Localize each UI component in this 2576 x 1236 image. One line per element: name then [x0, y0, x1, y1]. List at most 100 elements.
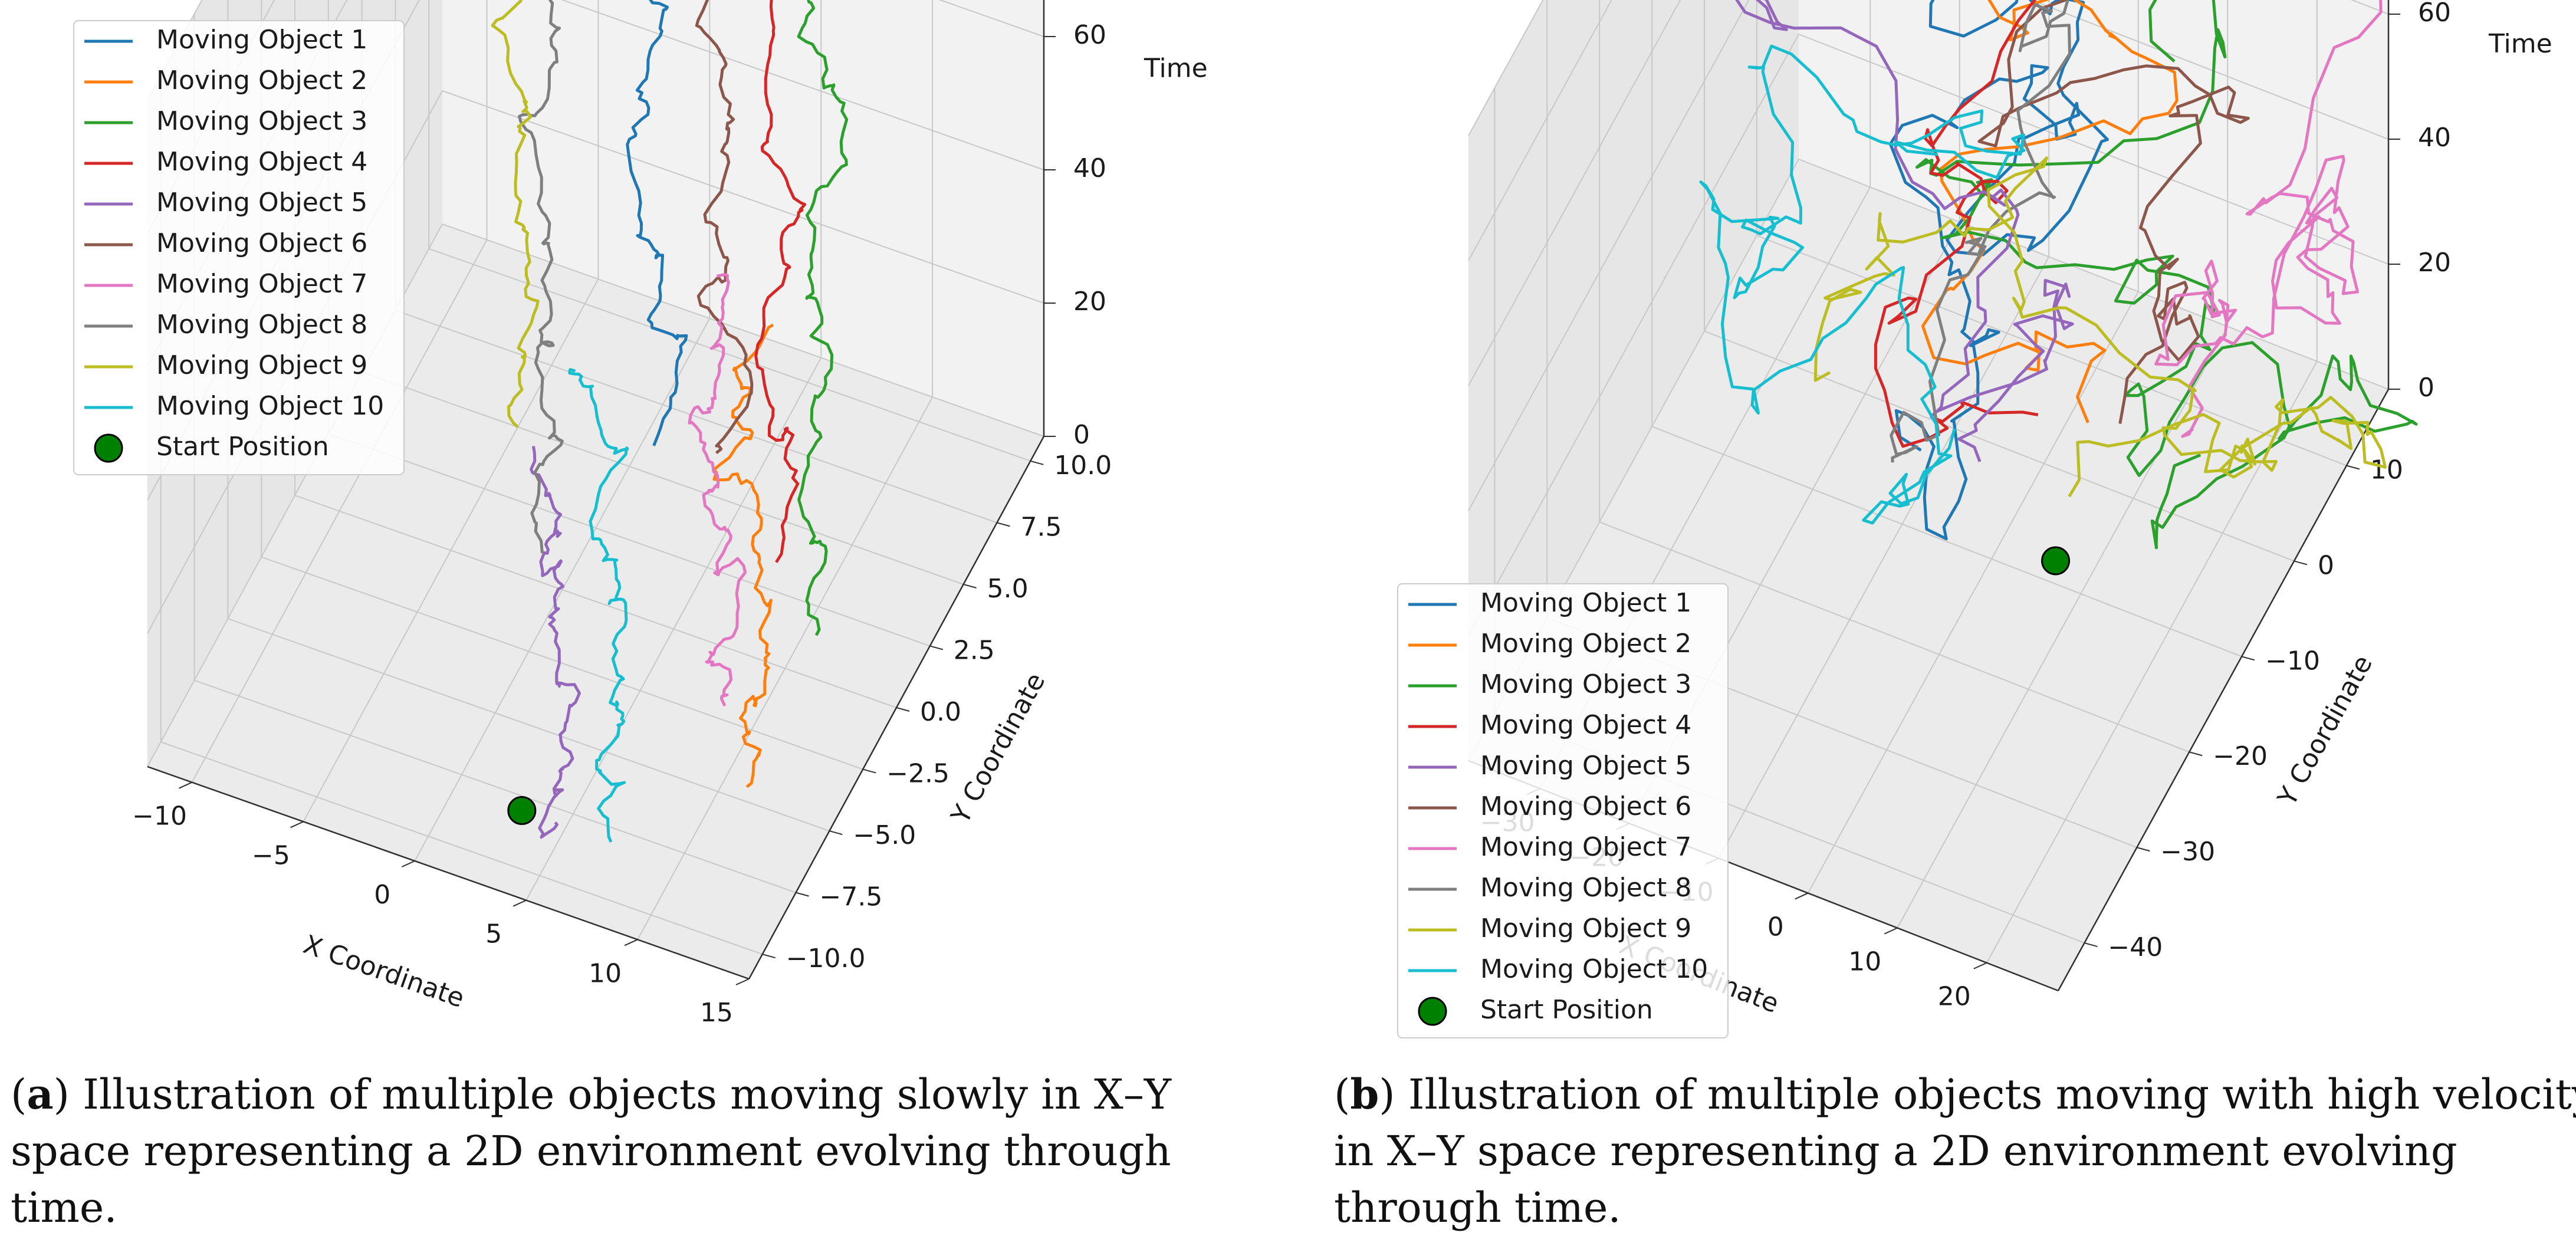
y-tick-label: 5.0: [987, 574, 1029, 604]
gridline-y: [362, 371, 964, 585]
trajectory-3: [797, 0, 849, 636]
x-tick-mark: [401, 860, 415, 867]
y-tick-mark: [997, 522, 1010, 527]
gridline-x: [1718, 256, 2050, 859]
gridline-z: [442, 223, 1044, 437]
trajectory-8: [518, 0, 564, 554]
gridline-z: [1798, 34, 2389, 265]
y-tick-mark: [829, 830, 843, 836]
gridline-z: [442, 90, 1044, 304]
gridline-z: [1798, 159, 2389, 390]
gridline-y: [228, 618, 830, 832]
gridline-y: [294, 495, 897, 708]
y-tick-mark: [2241, 656, 2255, 661]
y-tick-label: −30: [2160, 837, 2215, 867]
y-tick-label: 10.0: [1054, 451, 1112, 481]
z-tick-label: 40: [2418, 123, 2451, 153]
y-tick-mark: [2294, 560, 2308, 566]
caption-a: (a) Illustration of multiple objects mov…: [11, 1070, 1172, 1232]
y-tick-mark: [2189, 751, 2203, 757]
y-tick-mark: [862, 768, 876, 774]
legend-label: Start Position: [1480, 995, 1653, 1025]
y-axis-line: [2057, 389, 2390, 991]
y-tick-label: 10: [2370, 455, 2403, 485]
x-axis-line: [147, 765, 750, 980]
trajectory-5: [1735, 0, 2074, 462]
y-tick-label: −5.0: [853, 820, 916, 850]
gridline-y: [1704, 330, 2295, 562]
x-tick-mark: [1884, 927, 1898, 935]
x-tick-label: −10: [132, 801, 187, 831]
y-tick-label: −10.0: [786, 944, 866, 974]
trajectory-10: [1699, 44, 2026, 525]
y-tick-mark: [1030, 460, 1044, 465]
y-tick-label: −40: [2108, 932, 2163, 962]
legend-label: Moving Object 10: [156, 391, 384, 421]
back-pane: [442, 0, 1044, 436]
legend-label: Moving Object 2: [156, 65, 367, 96]
trajectory-5: [530, 446, 581, 839]
x-tick-mark: [1795, 892, 1809, 900]
start-position-marker: [507, 796, 537, 826]
z-axis-label: Time: [1144, 54, 1208, 84]
z-tick-label: 20: [1073, 287, 1106, 317]
legend-label: Moving Object 4: [156, 147, 367, 177]
legend-a: Moving Object 1 Moving Object 2 Moving Obj…: [73, 20, 405, 475]
legend-label: Moving Object 8: [1480, 873, 1691, 903]
back-pane: [1799, 0, 2388, 389]
z-tick-label: 40: [1073, 153, 1106, 183]
caption-a-label: a: [27, 1070, 54, 1119]
y-tick-label: 7.5: [1021, 512, 1062, 542]
z-tick-label: 60: [2418, 0, 2451, 28]
chart-b: −30−20−1001020−40−30−20−1001002040608010…: [1397, 0, 2552, 1038]
y-tick-label: 0.0: [920, 697, 961, 727]
z-tick-label: 20: [2418, 248, 2451, 278]
trajectory-6: [1977, 0, 2250, 424]
caption-b: (b) Illustration of multiple objects mov…: [1334, 1066, 2576, 1236]
x-tick-label: 5: [485, 919, 502, 949]
legend-label: Moving Object 1: [1480, 588, 1691, 618]
y-tick-label: −7.5: [820, 882, 883, 912]
x-tick-mark: [735, 978, 750, 985]
gridline-z: [938, 0, 1044, 37]
legend-label: Moving Object 9: [156, 350, 367, 380]
y-tick-label: −10: [2265, 646, 2320, 676]
trajectory-4: [754, 0, 806, 563]
y-tick-label: 2.5: [954, 636, 995, 666]
z-tick-label: 60: [1073, 20, 1106, 50]
caption-b-label: b: [1350, 1070, 1379, 1119]
gridline-z: [2030, 0, 2389, 140]
y-tick-mark: [796, 892, 809, 897]
legend-box: [1397, 583, 1729, 1038]
y-tick-mark: [929, 645, 944, 650]
gridline-z: [1468, 0, 1544, 136]
gridline-z: [1468, 34, 1799, 636]
z-tick-label: 0: [1073, 420, 1090, 450]
gridline-y: [1756, 235, 2347, 466]
trajectory-2: [712, 323, 774, 788]
figure-panels: −10 −5 0 5 10 15 −10.0 −7.5 −5.0 −2.5 0.0 2.5 5.0 7.5…: [73, 0, 2552, 1038]
side-pane: [1468, 0, 1799, 761]
gridline-y: [1651, 426, 2242, 658]
trajectory-8: [1890, 0, 2071, 463]
caption-a-text: Illustration of multiple objects moving …: [11, 1070, 1172, 1232]
z-tick-label: 0: [2418, 373, 2434, 403]
legend-label: Moving Object 4: [1480, 710, 1691, 740]
x-tick-mark: [512, 899, 527, 907]
gridline-y: [194, 679, 796, 893]
x-tick-mark: [1973, 962, 1987, 969]
y-tick-mark: [2346, 465, 2360, 470]
x-tick-mark: [179, 781, 192, 789]
trajectory-7: [688, 273, 747, 707]
y-tick-mark: [2084, 942, 2098, 948]
gridline-y: [261, 556, 863, 770]
gridline-z: [1468, 0, 1681, 386]
x-tick-label: −5: [252, 840, 290, 870]
x-tick-label: 10: [589, 958, 622, 988]
trajectory-1: [1888, 0, 2109, 541]
x-tick-label: 15: [700, 998, 733, 1028]
legend-label: Moving Object 8: [156, 310, 367, 340]
legend-box: [73, 20, 405, 475]
y-tick-mark: [2137, 847, 2150, 852]
x-tick-label: 0: [374, 880, 390, 910]
